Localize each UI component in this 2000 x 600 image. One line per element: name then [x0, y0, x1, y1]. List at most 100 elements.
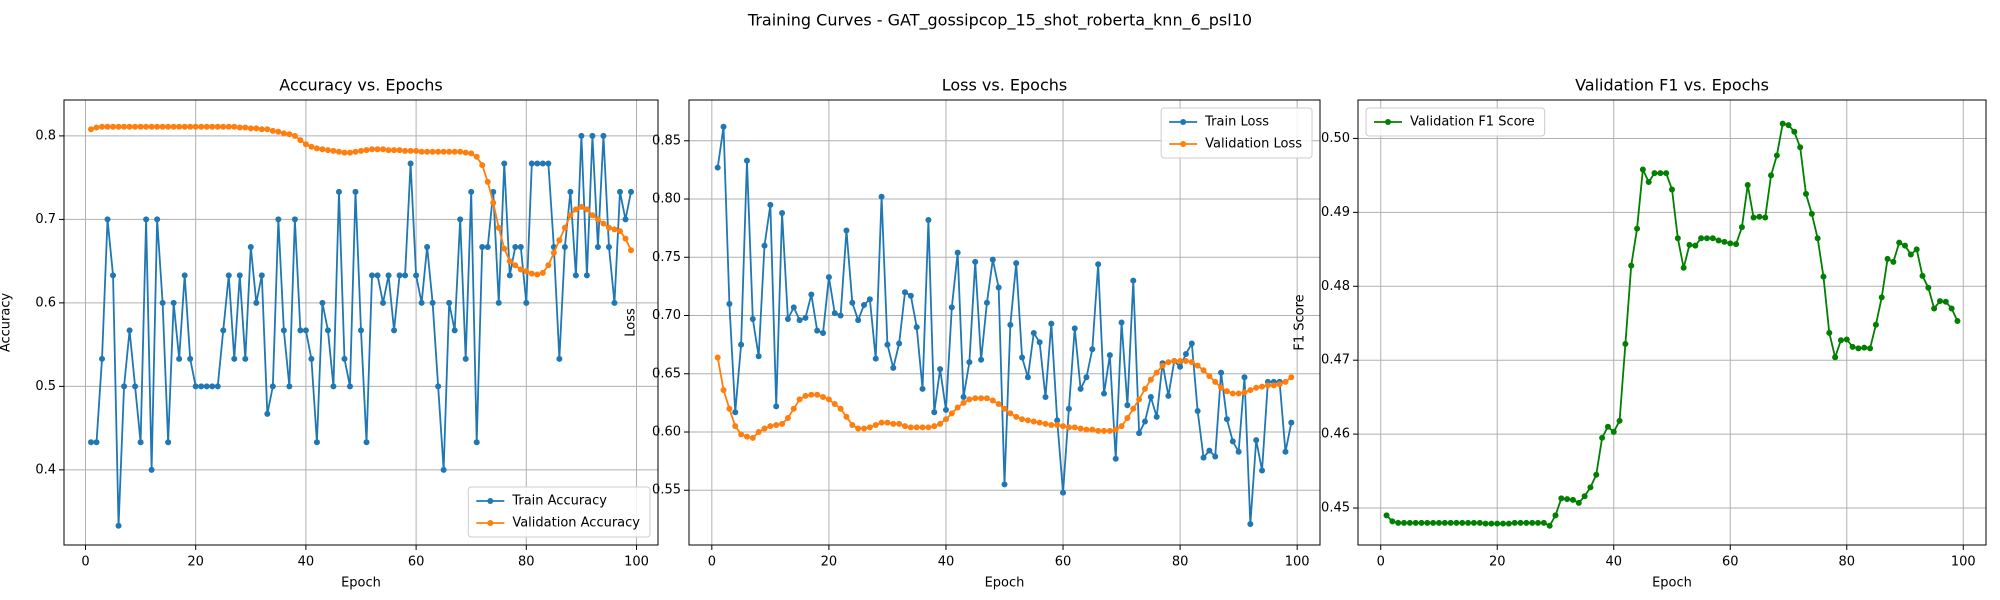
data-point [517, 266, 524, 273]
data-point [1188, 359, 1195, 366]
data-point [1779, 120, 1786, 127]
data-point [628, 247, 634, 254]
data-point [732, 423, 739, 430]
data-point [1482, 520, 1489, 527]
y-tick-label: 0.65 [652, 366, 681, 381]
data-point [143, 123, 150, 130]
data-point [755, 353, 762, 360]
data-point [1095, 261, 1102, 268]
data-point [99, 123, 106, 130]
data-point [907, 292, 914, 299]
data-point [567, 212, 574, 219]
data-point [346, 149, 353, 156]
data-point [714, 164, 721, 171]
data-point [843, 227, 850, 234]
data-point [330, 147, 337, 154]
data-point [1523, 519, 1530, 526]
data-point [1182, 350, 1189, 357]
data-point [1259, 467, 1266, 474]
figure-title: Training Curves - GAT_gossipcop_15_shot_… [747, 11, 1252, 31]
y-tick-label: 0.55 [652, 483, 681, 498]
y-tick-label: 0.80 [652, 192, 681, 207]
data-point [181, 123, 188, 130]
data-point [1089, 426, 1096, 433]
data-point [308, 143, 315, 150]
data-point [1141, 385, 1148, 392]
data-point [1288, 374, 1295, 381]
data-point [335, 148, 342, 155]
data-point [1229, 438, 1236, 445]
data-point [247, 243, 254, 250]
data-point [341, 149, 348, 156]
x-tick-label: 80 [1838, 555, 1855, 570]
data-point [978, 395, 985, 402]
data-point [313, 145, 320, 152]
data-point [866, 424, 873, 431]
data-point [341, 355, 348, 362]
data-point [490, 188, 497, 195]
data-point [1768, 172, 1775, 179]
data-point [1476, 519, 1483, 526]
data-point [1756, 213, 1763, 220]
data-point [931, 423, 938, 430]
data-point [1218, 384, 1225, 391]
data-point [1165, 392, 1172, 399]
data-point [110, 272, 117, 279]
legend: Train Loss Validation Loss [1160, 107, 1313, 159]
data-point [198, 383, 205, 390]
data-point [767, 423, 774, 430]
data-point [628, 188, 634, 195]
data-point [137, 123, 144, 130]
data-point [942, 416, 949, 423]
data-point [534, 271, 541, 278]
data-point [1007, 410, 1014, 417]
data-point [424, 243, 431, 250]
data-point [220, 123, 227, 130]
data-point [784, 316, 791, 323]
data-point [1101, 427, 1108, 434]
data-point [231, 355, 238, 362]
data-point [1048, 422, 1055, 429]
data-point [214, 123, 221, 130]
data-point [275, 216, 282, 223]
data-point [1505, 520, 1512, 527]
data-point [1878, 294, 1885, 301]
data-point [825, 274, 832, 281]
data-point [726, 405, 733, 412]
subplot: 0 20 40 60 80 100 0.45 0.46 0.47 0.48 0.49 0.50 Vali… [1293, 76, 1987, 591]
data-point [319, 299, 326, 306]
data-point [104, 123, 111, 130]
data-point [913, 324, 920, 331]
data-point [1645, 179, 1652, 186]
data-point [192, 123, 199, 130]
data-point [176, 123, 183, 130]
data-point [901, 289, 908, 296]
legend-label: Train Loss [1204, 115, 1269, 130]
data-point [1447, 519, 1454, 526]
data-point [784, 415, 791, 422]
data-point [1253, 384, 1260, 391]
data-point [1703, 235, 1710, 242]
data-point [490, 199, 497, 206]
x-tick-label: 40 [938, 555, 955, 570]
y-tick-label: 0.47 [1321, 353, 1350, 368]
data-point [1065, 405, 1072, 412]
data-point [203, 383, 210, 390]
data-point [1896, 239, 1903, 246]
data-point [1030, 329, 1037, 336]
data-point [1247, 521, 1254, 528]
data-point [440, 466, 447, 473]
data-point [517, 243, 524, 250]
data-point [1459, 519, 1466, 526]
data-point [402, 147, 409, 154]
data-point [380, 299, 387, 306]
data-point [396, 147, 403, 154]
data-point [424, 148, 431, 155]
data-point [1872, 321, 1879, 328]
data-point [324, 327, 331, 334]
data-point [479, 243, 486, 250]
data-point [1223, 416, 1230, 423]
axes-frame [688, 99, 1321, 546]
y-tick-label: 0.50 [1321, 131, 1350, 146]
data-point [761, 425, 768, 432]
